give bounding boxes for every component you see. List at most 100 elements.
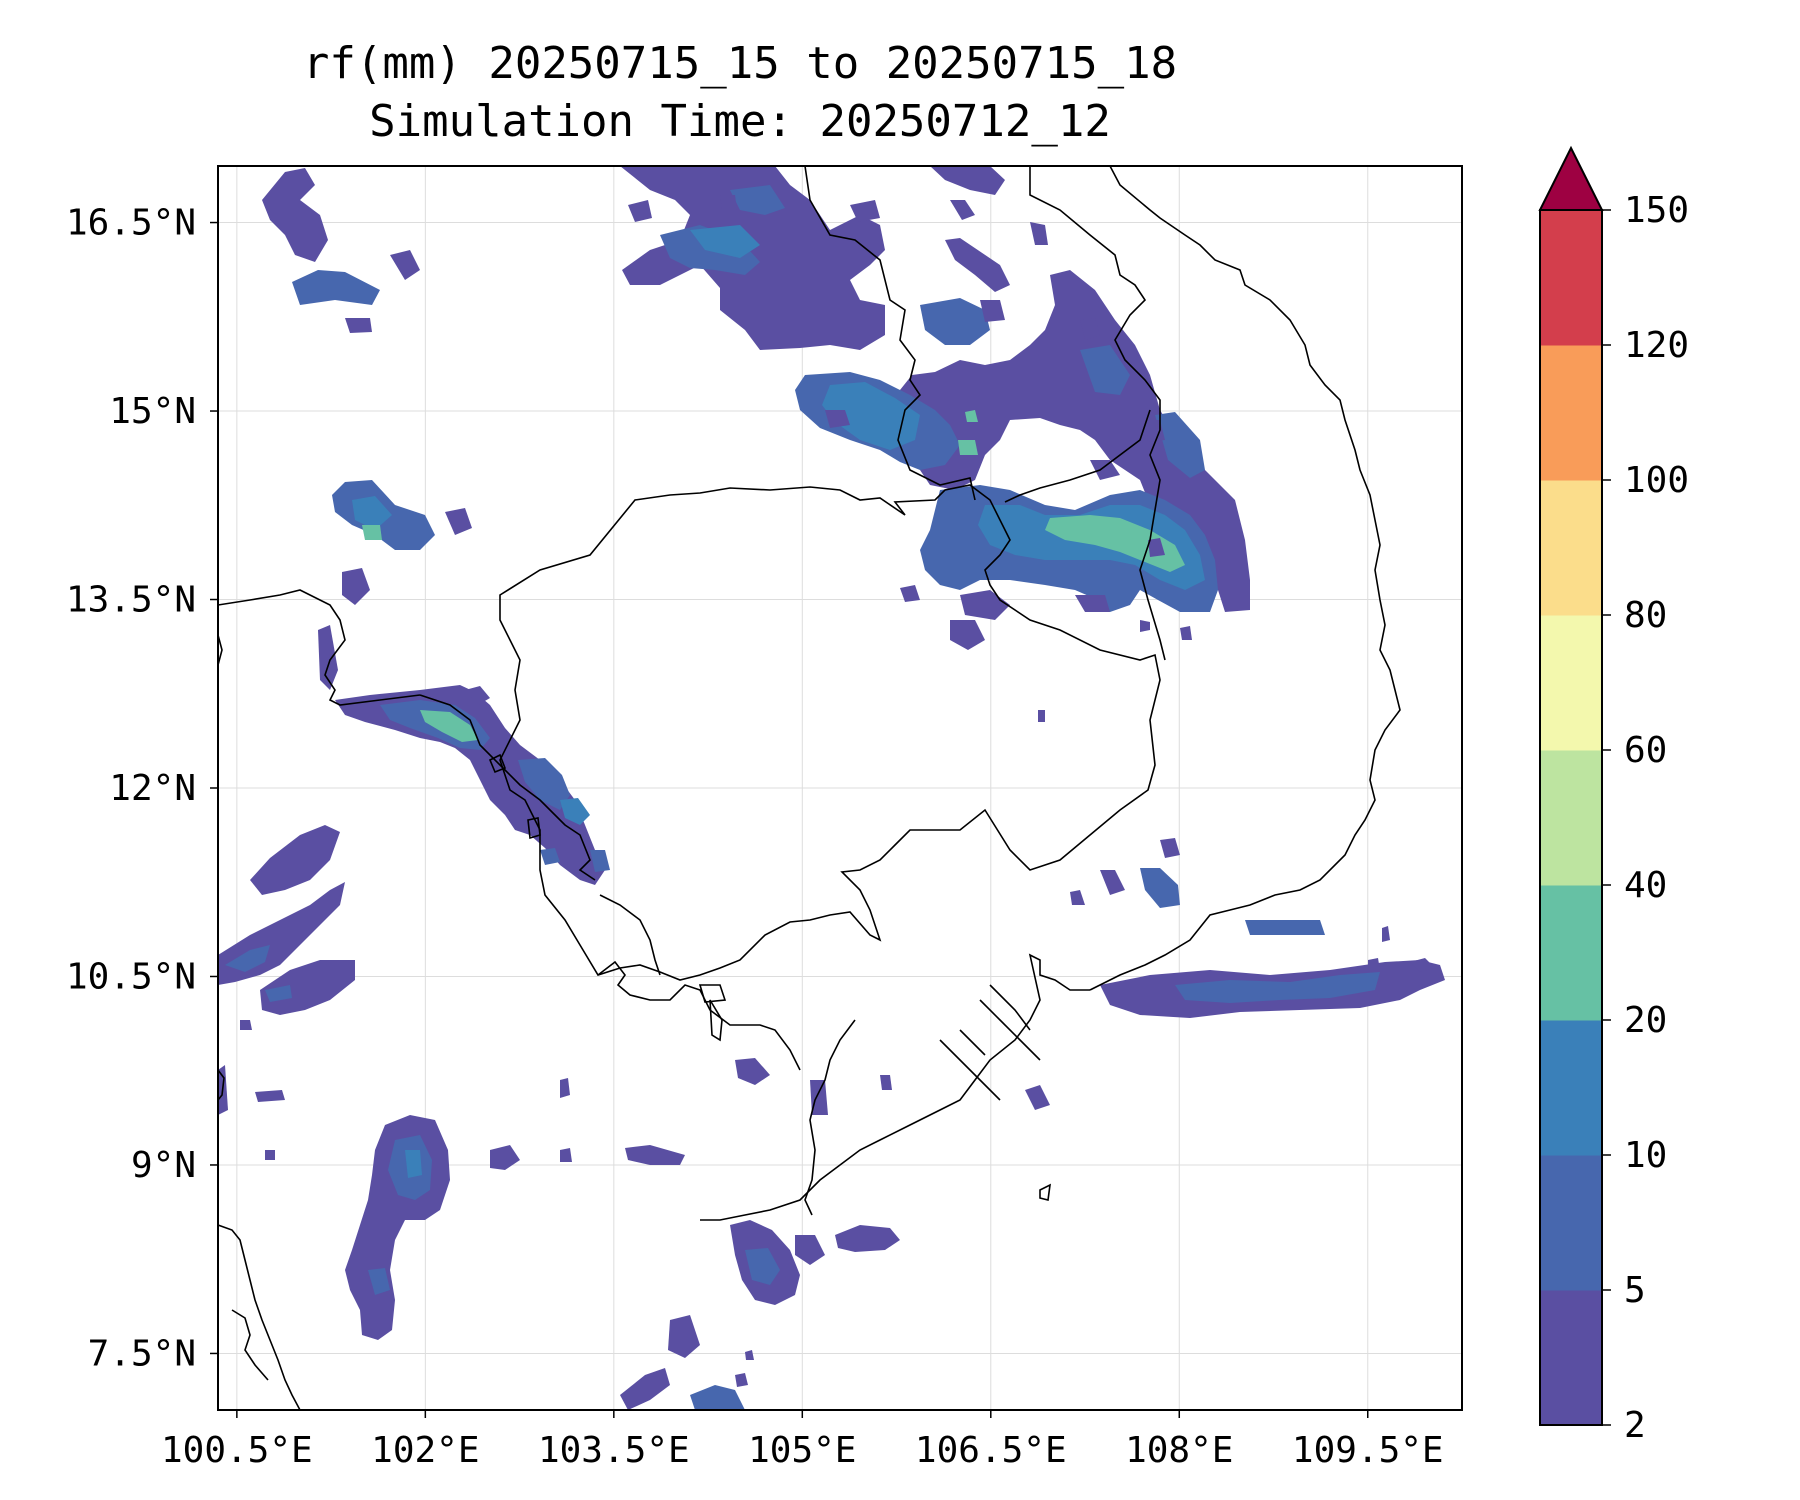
lon-tick-label: 103.5°E [538, 1430, 690, 1471]
rain-area [920, 298, 990, 345]
colorbar-segment [1540, 480, 1602, 616]
map-axes: 100.5°E 102°E 103.5°E 105°E 106.5°E 108°E 109.… [66, 203, 1444, 1471]
rain-area [1090, 460, 1120, 480]
colorbar-tick-label: 5 [1624, 1270, 1646, 1311]
border-line [1029, 166, 1166, 661]
rain-area [1140, 868, 1180, 908]
rain-area [1245, 920, 1325, 935]
rain-area [560, 798, 590, 825]
rain-area [560, 1148, 572, 1162]
rain-area [352, 496, 392, 530]
island-outline [1039, 1183, 1051, 1201]
rain-area [1140, 620, 1150, 632]
rain-area [265, 1150, 275, 1160]
rain-area [1038, 710, 1045, 722]
border-line [979, 999, 1041, 1061]
rain-area [950, 200, 975, 220]
colorbar-segment [1540, 210, 1602, 346]
island-outline [488, 753, 507, 774]
rain-area [835, 1225, 900, 1252]
rain-area [1410, 958, 1435, 972]
colorbar-tick-label: 100 [1624, 460, 1689, 501]
rain-area [980, 300, 1005, 322]
rain-area [730, 185, 785, 215]
colorbar-tick-label: 2 [1624, 1405, 1646, 1446]
lon-tick-label: 109.5°E [1292, 1430, 1444, 1471]
lat-tick-label: 9°N [131, 1145, 196, 1186]
rain-area [1080, 318, 1100, 340]
rain-area [390, 250, 420, 280]
rain-area [850, 200, 880, 222]
colorbar-tick-label: 10 [1624, 1135, 1667, 1176]
border-line [959, 1029, 986, 1056]
map-subtitle: Simulation Time: 20250712_12 [369, 96, 1111, 147]
colorbar-segment [1540, 1020, 1602, 1156]
rain-area [1025, 1085, 1050, 1110]
rain-area [1175, 972, 1380, 1003]
colorbar-extend-arrow [1538, 145, 1604, 211]
rain-area [250, 825, 340, 895]
colorbar-segment [1540, 750, 1602, 886]
lon-tick-label: 102°E [371, 1430, 479, 1471]
colorbar-tick-label: 60 [1624, 730, 1667, 771]
rain-area [1368, 958, 1380, 972]
border-line [599, 894, 661, 976]
colorbar-tick-label: 80 [1624, 595, 1667, 636]
rain-area [745, 1248, 780, 1285]
border-line [989, 984, 1031, 1031]
border-line [939, 1039, 1001, 1101]
rain-area [445, 508, 472, 535]
border-line [1089, 166, 1401, 991]
border-line [700, 953, 1090, 1221]
rain-area [620, 1368, 670, 1410]
rain-area [900, 585, 920, 602]
rain-area [405, 1150, 422, 1178]
rain-area [342, 568, 370, 605]
rain-area [490, 1145, 520, 1170]
rain-area [628, 200, 652, 222]
lat-tick-label: 10.5°N [66, 956, 196, 997]
rain-area [590, 850, 610, 872]
rain-area [668, 1315, 700, 1358]
rain-area [368, 1268, 390, 1295]
rain-area [465, 686, 490, 705]
border-line [218, 589, 421, 706]
rain-area [1382, 926, 1390, 942]
lon-tick-label: 105°E [748, 1430, 856, 1471]
colorbar-tick-label: 40 [1624, 865, 1667, 906]
rain-area [945, 238, 1010, 292]
rain-area [260, 960, 355, 1015]
rain-area [735, 1058, 770, 1085]
colorbar-segment [1540, 885, 1602, 1021]
rain-area [420, 710, 478, 742]
border-line [419, 694, 596, 881]
rain-area [625, 1145, 685, 1165]
rain-area [825, 410, 850, 428]
rain-area [362, 525, 382, 540]
border-line [218, 634, 223, 666]
border-line [804, 166, 976, 501]
map-title: rf(mm) 20250715_15 to 20250715_18 [302, 38, 1178, 89]
rain-area [822, 382, 920, 450]
island-outline [698, 984, 727, 1003]
rain-area [265, 985, 292, 1002]
rain-area [930, 166, 1005, 195]
border-line [804, 1019, 856, 1216]
rain-area [1075, 595, 1110, 612]
island-outline [709, 999, 723, 1042]
colorbar-segment [1540, 1155, 1602, 1291]
colorbar-tick-label: 20 [1624, 1000, 1667, 1041]
lat-tick-label: 16.5°N [66, 203, 196, 244]
colorbar-segment [1540, 345, 1602, 481]
colorbar-segment [1540, 615, 1602, 751]
rain-area [735, 1373, 748, 1387]
rain-area [965, 410, 978, 422]
lon-tick-label: 108°E [1125, 1430, 1233, 1471]
island-outline [527, 817, 541, 840]
rain-area [958, 440, 978, 455]
colorbar: 2 5 10 20 40 60 80 100 120 150 [1538, 145, 1689, 1446]
rain-area [518, 758, 570, 810]
border-line [499, 484, 1161, 981]
lon-tick-label: 100.5°E [161, 1430, 313, 1471]
rain-area [1045, 515, 1185, 572]
